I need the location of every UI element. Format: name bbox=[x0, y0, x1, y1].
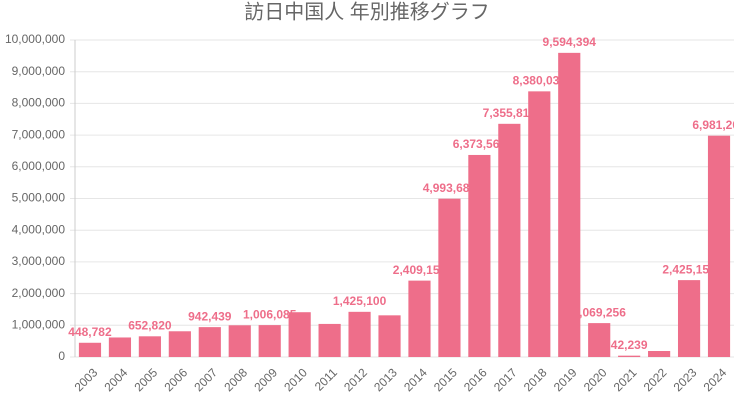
value-label: 4,993,689 bbox=[423, 181, 477, 195]
bar bbox=[707, 135, 731, 357]
bar bbox=[558, 52, 581, 357]
value-label: 942,439 bbox=[188, 309, 232, 323]
bar bbox=[498, 123, 521, 357]
x-tick-label: 2024 bbox=[701, 365, 730, 394]
bar bbox=[468, 154, 491, 357]
y-tick-label: 9,000,000 bbox=[12, 64, 66, 78]
x-tick-label: 2018 bbox=[521, 365, 550, 394]
x-tick-label: 2016 bbox=[461, 365, 490, 394]
y-tick-label: 1,000,000 bbox=[12, 317, 66, 331]
bar bbox=[378, 315, 401, 357]
x-tick-label: 2022 bbox=[641, 365, 670, 394]
bar bbox=[198, 327, 221, 357]
bar bbox=[408, 280, 431, 357]
y-tick-label: 5,000,000 bbox=[12, 191, 66, 205]
y-tick-label: 10,000,000 bbox=[5, 32, 65, 46]
value-label: 448,782 bbox=[68, 325, 112, 339]
x-tick-label: 2003 bbox=[72, 365, 101, 394]
bar bbox=[618, 355, 641, 357]
x-tick-label: 2011 bbox=[312, 365, 340, 393]
bar bbox=[438, 198, 461, 357]
bar bbox=[258, 325, 281, 357]
x-tick-label: 2010 bbox=[281, 365, 310, 394]
value-label: 9,594,394 bbox=[543, 35, 597, 49]
x-tick-label: 2021 bbox=[611, 365, 640, 394]
y-tick-label: 0 bbox=[58, 349, 65, 363]
x-tick-label: 2023 bbox=[671, 365, 700, 394]
x-tick-label: 2012 bbox=[341, 365, 370, 394]
value-label: 6,981,200 bbox=[692, 118, 734, 132]
bar bbox=[318, 323, 341, 357]
value-label: 1,006,085 bbox=[243, 307, 297, 321]
bar bbox=[108, 337, 132, 357]
bar bbox=[528, 91, 551, 358]
x-tick-label: 2008 bbox=[221, 365, 250, 394]
value-label: 652,820 bbox=[128, 318, 172, 332]
x-tick-label: 2004 bbox=[102, 365, 131, 394]
x-tick-label: 2017 bbox=[491, 365, 520, 394]
value-label: 8,380,034 bbox=[513, 74, 567, 88]
bar bbox=[168, 331, 191, 357]
value-label: 2,425,157 bbox=[662, 262, 716, 276]
bar bbox=[138, 336, 161, 357]
bar bbox=[228, 325, 251, 357]
x-tick-label: 2013 bbox=[371, 365, 400, 394]
bar bbox=[588, 323, 611, 357]
x-tick-label: 2005 bbox=[131, 365, 160, 394]
x-tick-label: 2006 bbox=[161, 365, 190, 394]
x-tick-label: 2019 bbox=[551, 365, 580, 394]
y-tick-label: 3,000,000 bbox=[12, 254, 66, 268]
value-label: 1,425,100 bbox=[333, 294, 387, 308]
bar bbox=[288, 312, 311, 357]
y-tick-label: 8,000,000 bbox=[12, 96, 66, 110]
bar bbox=[648, 351, 671, 357]
value-label: 7,355,818 bbox=[483, 106, 537, 120]
x-tick-label: 2014 bbox=[401, 365, 430, 394]
y-tick-label: 7,000,000 bbox=[12, 127, 66, 141]
value-label: 42,239 bbox=[611, 338, 648, 352]
y-tick-label: 4,000,000 bbox=[12, 222, 66, 236]
bar bbox=[78, 342, 102, 357]
x-tick-label: 2020 bbox=[581, 365, 610, 394]
value-label: 6,373,564 bbox=[453, 137, 507, 151]
y-tick-label: 6,000,000 bbox=[12, 159, 66, 173]
x-tick-label: 2007 bbox=[191, 365, 220, 394]
bar bbox=[348, 311, 371, 357]
value-label: 1,069,256 bbox=[573, 305, 627, 319]
value-label: 2,409,158 bbox=[393, 263, 447, 277]
chart-title: 訪日中国人 年別推移グラフ bbox=[244, 0, 490, 23]
y-tick-label: 2,000,000 bbox=[12, 286, 66, 300]
x-tick-label: 2009 bbox=[251, 365, 280, 394]
x-tick-label: 2015 bbox=[431, 365, 460, 394]
bar bbox=[677, 280, 701, 357]
